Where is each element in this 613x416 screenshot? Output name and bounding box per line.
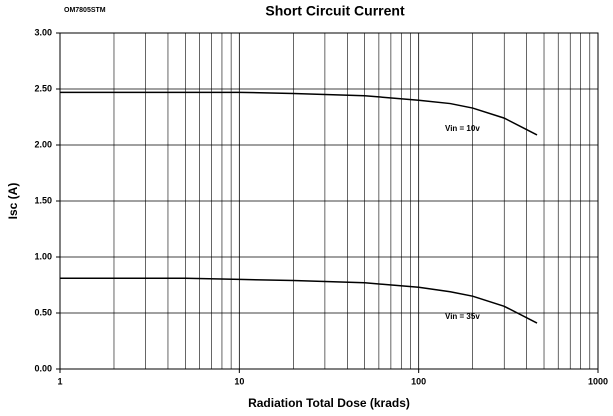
y-tick-label: 3.00 [34,27,52,37]
x-tick-label: 10 [234,376,244,386]
series-label: Vin = 10v [445,124,480,133]
plot-frame [59,32,599,370]
data-line [60,91,538,136]
chart-subtitle: OM7805STM [64,7,106,14]
series-label: Vin = 35v [445,312,480,321]
data-line [60,277,538,324]
y-tick-label: 1.00 [34,251,52,261]
chart-title: Short Circuit Current [265,3,405,19]
y-tick-label: 2.00 [34,139,52,149]
y-tick-label: 1.50 [34,195,52,205]
x-tick-label: 1 [57,376,62,386]
x-axis-label: Radiation Total Dose (krads) [248,396,410,410]
y-tick-label: 0.50 [34,307,52,317]
y-axis-label: Isc (A) [6,183,20,220]
x-tick-label: 1000 [588,376,608,386]
y-tick-label: 0.00 [34,363,52,373]
x-tick-label: 100 [411,376,426,386]
y-tick-label: 2.50 [34,83,52,93]
